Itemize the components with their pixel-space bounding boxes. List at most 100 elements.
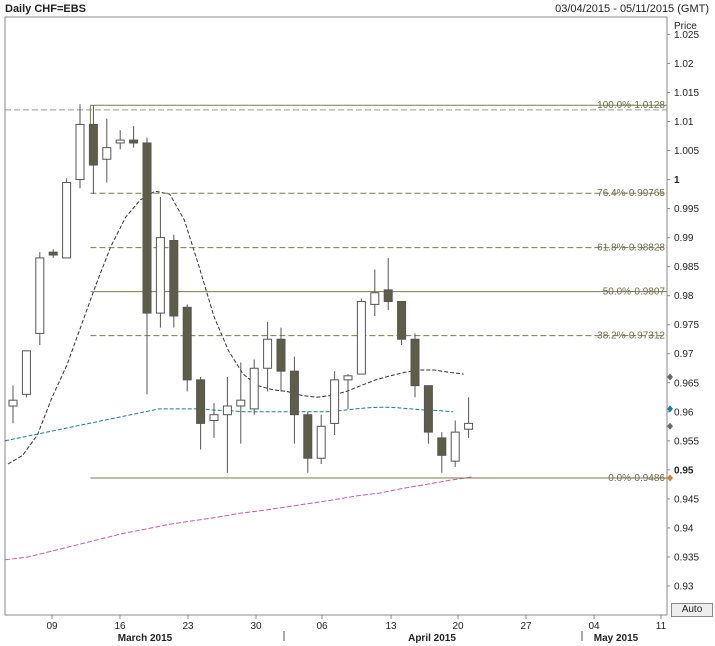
candle[interactable] <box>423 385 433 444</box>
candle[interactable] <box>169 234 179 328</box>
candle[interactable] <box>102 118 112 183</box>
candle[interactable] <box>464 397 474 438</box>
candle-body-up <box>464 422 474 430</box>
x-tick-label: 16 <box>114 621 126 632</box>
month-label: May 2015 <box>594 633 639 644</box>
candle[interactable] <box>129 126 139 148</box>
candle[interactable] <box>182 304 192 392</box>
candle-body-down <box>182 306 192 381</box>
x-tick-label: 27 <box>520 621 532 632</box>
fib-label: 61.8%-0.98828 <box>597 243 665 254</box>
candle[interactable] <box>263 321 273 392</box>
candle[interactable] <box>115 130 125 150</box>
auto-scale-button[interactable]: Auto <box>671 603 713 617</box>
candle-body-up <box>62 181 72 259</box>
candle-body-up <box>222 405 232 416</box>
candle[interactable] <box>75 104 85 189</box>
candle-body-up <box>75 123 85 181</box>
fib-label: 76.4%-0.99765 <box>597 188 665 199</box>
price-marker <box>667 405 673 413</box>
x-tick-label: 06 <box>316 621 328 632</box>
candle[interactable] <box>62 178 72 259</box>
candle-body-up <box>370 292 380 305</box>
x-tick-label: 13 <box>385 621 397 632</box>
candle-body-up <box>155 237 165 314</box>
candle[interactable] <box>303 411 313 473</box>
candle-body-up <box>450 431 460 462</box>
candle[interactable] <box>397 300 407 346</box>
candle[interactable] <box>383 257 393 311</box>
moving-average-pink <box>4 476 474 561</box>
candle-body-down <box>437 437 447 456</box>
candle[interactable] <box>450 420 460 467</box>
candle[interactable] <box>142 137 152 395</box>
candle[interactable] <box>155 196 165 328</box>
candle-body-down <box>196 379 206 424</box>
candle-body-up <box>21 350 31 395</box>
candle-body-up <box>209 414 219 422</box>
candle[interactable] <box>48 249 58 258</box>
candle-body-down <box>289 370 299 416</box>
y-tick-label: 0.98 <box>674 291 694 302</box>
candle[interactable] <box>8 385 18 424</box>
y-tick-label: 0.975 <box>674 320 699 331</box>
candle[interactable] <box>356 298 366 375</box>
candle[interactable] <box>276 327 286 392</box>
plot-area <box>4 16 668 616</box>
candle[interactable] <box>330 371 340 436</box>
candle[interactable] <box>196 376 206 450</box>
x-tick-label: 04 <box>588 621 600 632</box>
candle-body-down <box>410 338 420 387</box>
candle[interactable] <box>437 432 447 473</box>
x-tick-label: 30 <box>250 621 262 632</box>
chart-title: Daily CHF=EBS <box>5 3 86 15</box>
candle-body-down <box>397 300 407 340</box>
candle-body-down <box>88 123 98 166</box>
candle-body-up <box>316 425 326 459</box>
y-tick-label: 0.995 <box>674 204 699 215</box>
candle-body-up <box>102 147 112 160</box>
candle[interactable] <box>35 252 45 346</box>
price-marker <box>667 373 673 381</box>
candle-body-up <box>8 399 18 407</box>
y-tick-label: 0.97 <box>674 349 694 360</box>
candle-body-up <box>249 367 259 410</box>
fib-label: 38.2%-0.97312 <box>597 331 665 342</box>
y-tick-label: 0.985 <box>674 262 699 273</box>
x-tick-label: 09 <box>46 621 58 632</box>
month-label: April 2015 <box>408 633 456 644</box>
candle-body-up <box>330 379 340 424</box>
date-range: 03/04/2015 - 05/11/2015 (GMT) <box>555 3 709 15</box>
candle[interactable] <box>21 350 31 398</box>
y-tick-label: 0.965 <box>674 378 699 389</box>
y-tick-label: 1.02 <box>674 59 694 70</box>
candle[interactable] <box>343 374 353 409</box>
y-tick-label: 0.96 <box>674 407 694 418</box>
y-tick-label: 0.945 <box>674 494 699 505</box>
candle[interactable] <box>249 359 259 415</box>
fib-label: 50.0%-0.9807 <box>603 287 666 298</box>
candle[interactable] <box>88 105 98 195</box>
candle-body-up <box>263 338 273 369</box>
candle-body-down <box>423 385 433 433</box>
candle[interactable] <box>410 333 420 398</box>
candle[interactable] <box>289 356 299 444</box>
candle-body-up <box>115 139 125 144</box>
y-tick-label: 1.01 <box>674 117 694 128</box>
candle-body-down <box>383 289 393 302</box>
y-tick-label: 1 <box>674 175 680 186</box>
candle[interactable] <box>236 362 246 444</box>
candle[interactable] <box>370 269 380 316</box>
y-tick-label: 0.93 <box>674 581 694 592</box>
candle-body-up <box>236 399 246 407</box>
price-marker <box>667 474 673 482</box>
fib-label: 100.0%-1.0128 <box>597 100 665 111</box>
price-marker <box>667 422 673 430</box>
candle-body-down <box>169 240 179 317</box>
candle[interactable] <box>316 414 326 465</box>
candle[interactable] <box>222 376 232 473</box>
x-tick-label: 23 <box>182 621 194 632</box>
y-axis-label: Price <box>674 21 697 32</box>
candle[interactable] <box>209 403 219 438</box>
